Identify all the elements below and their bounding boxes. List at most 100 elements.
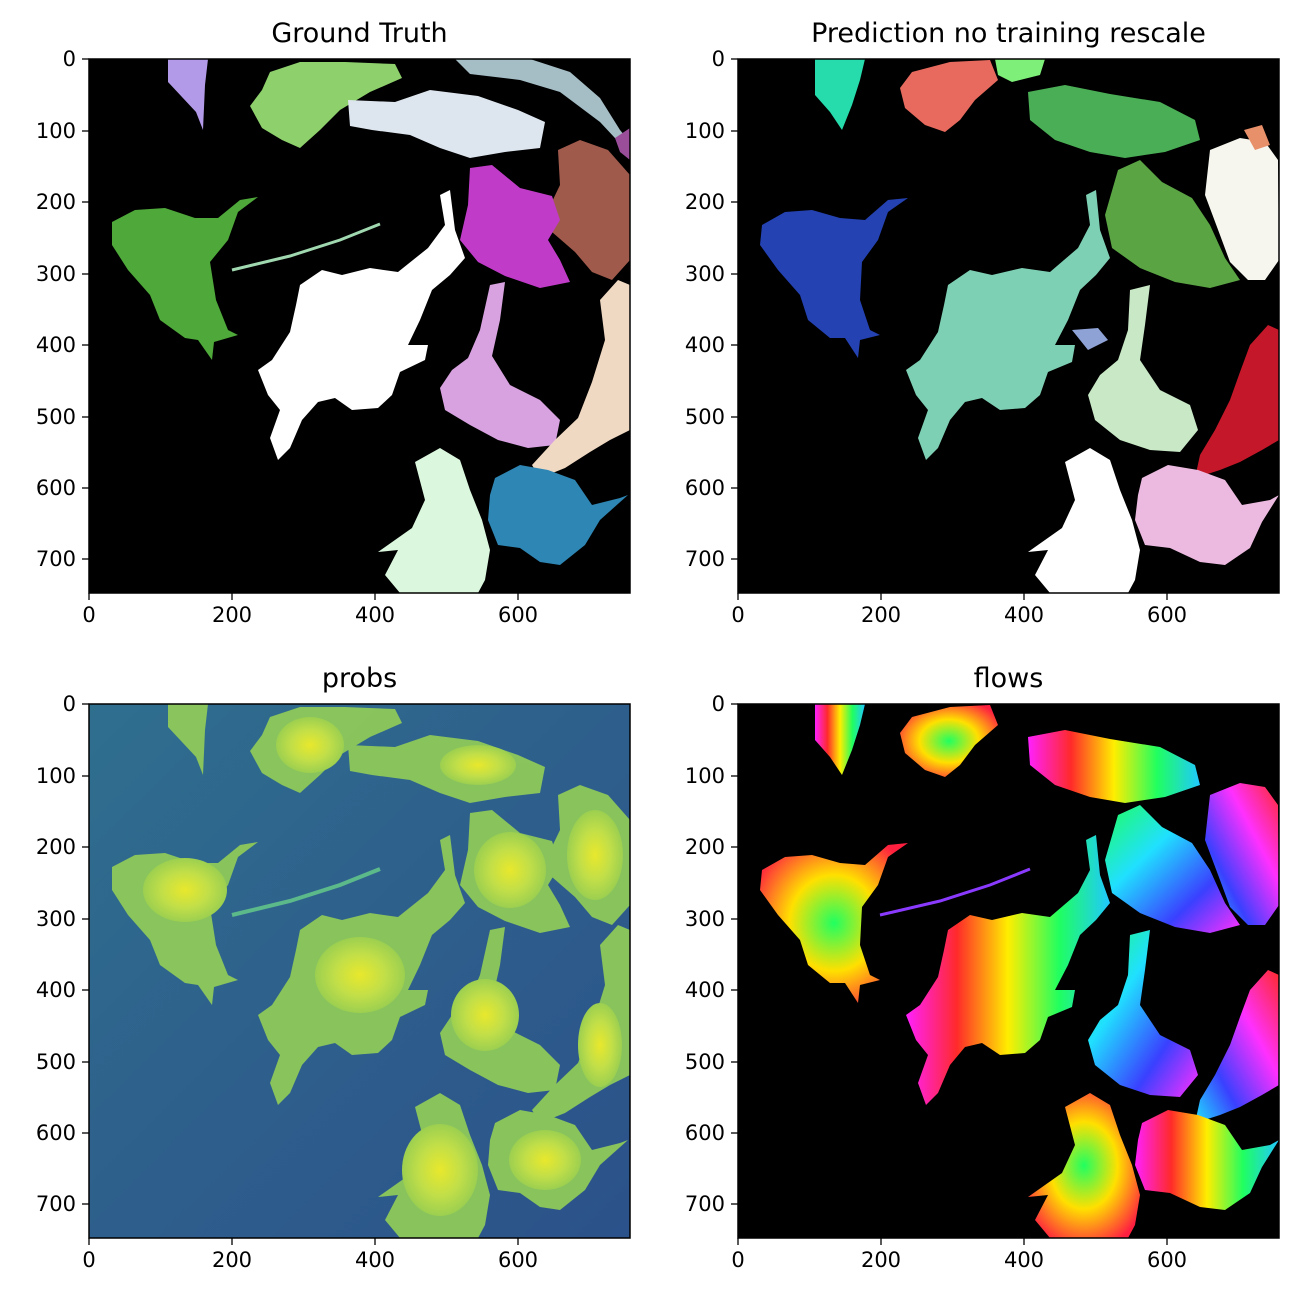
y-tick-label: 400 <box>36 333 76 357</box>
x-axis: 0 200 400 600 <box>82 593 538 627</box>
y-tick-label: 600 <box>36 1121 76 1145</box>
y-tick-label: 300 <box>685 907 725 931</box>
x-tick-label: 400 <box>1004 603 1044 627</box>
y-tick-label: 200 <box>36 190 76 214</box>
flow-cell <box>1205 783 1279 925</box>
panel-probs: probs <box>36 663 631 1272</box>
flow-cell <box>760 843 908 1003</box>
x-tick-label: 400 <box>355 1248 395 1272</box>
cell-mask <box>378 448 490 593</box>
cell-mask <box>488 465 628 565</box>
cell-mask <box>250 62 402 148</box>
x-tick-label: 600 <box>498 1248 538 1272</box>
panel-title: Prediction no training rescale <box>811 18 1206 49</box>
y-tick-label: 200 <box>36 835 76 859</box>
cell-mask <box>1028 85 1200 158</box>
y-tick-label: 400 <box>36 978 76 1002</box>
cell-process <box>231 867 381 917</box>
y-tick-label: 700 <box>36 547 76 571</box>
x-tick-label: 200 <box>212 1248 252 1272</box>
flow-cell <box>1105 805 1240 933</box>
cell-mask <box>440 282 560 448</box>
axes-frame <box>737 58 1280 594</box>
segmentation-image <box>89 59 630 593</box>
flow-cell <box>1195 970 1279 1123</box>
y-tick-label: 600 <box>36 476 76 500</box>
y-tick-label: 700 <box>36 1192 76 1216</box>
cell-process <box>231 222 381 272</box>
flow-cell <box>815 704 865 775</box>
cell-process <box>879 867 1031 917</box>
y-axis: 0 100 200 300 400 500 600 700 <box>685 692 738 1216</box>
y-tick-label: 0 <box>712 692 725 716</box>
cell-mask <box>1135 465 1279 565</box>
cell-mask <box>1088 285 1198 452</box>
cell-mask <box>168 59 208 130</box>
flow-cell <box>900 705 998 777</box>
y-tick-label: 500 <box>685 1050 725 1074</box>
flow-cell <box>1088 930 1198 1097</box>
y-tick-label: 300 <box>36 907 76 931</box>
y-axis: 0 100 200 300 400 500 600 700 <box>685 47 738 571</box>
x-tick-label: 400 <box>1004 1248 1044 1272</box>
cell-mask <box>1072 328 1108 350</box>
y-tick-label: 100 <box>36 119 76 143</box>
y-axis: 0 100 200 300 400 500 600 700 <box>36 47 89 571</box>
cell-mask <box>906 190 1110 460</box>
x-tick-label: 200 <box>861 603 901 627</box>
y-tick-label: 300 <box>685 262 725 286</box>
panel-flows: flows 0 200 400 600 <box>685 663 1280 1272</box>
y-tick-label: 100 <box>36 764 76 788</box>
x-tick-label: 0 <box>731 1248 744 1272</box>
cell-mask <box>1105 160 1240 288</box>
cell-mask <box>258 190 465 460</box>
flow-cell <box>906 835 1110 1105</box>
cell-mask <box>460 165 570 288</box>
axes-frame <box>88 58 631 594</box>
cell-probability-centers <box>143 717 623 1216</box>
y-axis: 0 100 200 300 400 500 600 700 <box>36 692 89 1216</box>
x-tick-label: 400 <box>355 603 395 627</box>
flow-cell <box>1135 1110 1279 1210</box>
segmentation-image <box>738 59 1279 593</box>
y-tick-label: 200 <box>685 190 725 214</box>
y-tick-label: 0 <box>63 47 76 71</box>
axes-frame <box>737 703 1280 1239</box>
x-tick-label: 0 <box>82 603 95 627</box>
axes-frame <box>88 703 631 1239</box>
cell-mask <box>1195 325 1279 478</box>
x-tick-label: 0 <box>82 1248 95 1272</box>
y-tick-label: 200 <box>685 835 725 859</box>
x-tick-label: 200 <box>212 603 252 627</box>
y-tick-label: 700 <box>685 1192 725 1216</box>
panel-ground-truth: Ground Truth 0 200 400 <box>36 18 631 627</box>
y-tick-label: 600 <box>685 1121 725 1145</box>
x-tick-label: 600 <box>1147 603 1187 627</box>
y-tick-label: 300 <box>36 262 76 286</box>
y-tick-label: 500 <box>36 1050 76 1074</box>
x-tick-label: 0 <box>731 603 744 627</box>
cell-mask <box>995 59 1045 82</box>
y-tick-label: 100 <box>685 119 725 143</box>
cell-mask <box>615 128 630 160</box>
x-axis: 0 200 400 600 <box>82 1238 538 1272</box>
y-tick-label: 0 <box>712 47 725 71</box>
y-tick-label: 500 <box>36 405 76 429</box>
panel-title: probs <box>322 663 397 694</box>
y-tick-label: 100 <box>685 764 725 788</box>
panel-title: flows <box>974 663 1044 694</box>
cell-mask <box>455 59 630 152</box>
cell-mask <box>348 90 545 158</box>
x-tick-label: 200 <box>861 1248 901 1272</box>
cell-mask <box>760 198 908 358</box>
flow-field-image <box>738 704 1279 1238</box>
cell-mask <box>1028 448 1140 593</box>
y-tick-label: 500 <box>685 405 725 429</box>
y-tick-label: 600 <box>685 476 725 500</box>
x-axis: 0 200 400 600 <box>731 593 1187 627</box>
flow-cell <box>1028 1093 1140 1238</box>
cell-mask <box>1244 125 1270 150</box>
x-axis: 0 200 400 600 <box>731 1238 1187 1272</box>
y-tick-label: 0 <box>63 692 76 716</box>
